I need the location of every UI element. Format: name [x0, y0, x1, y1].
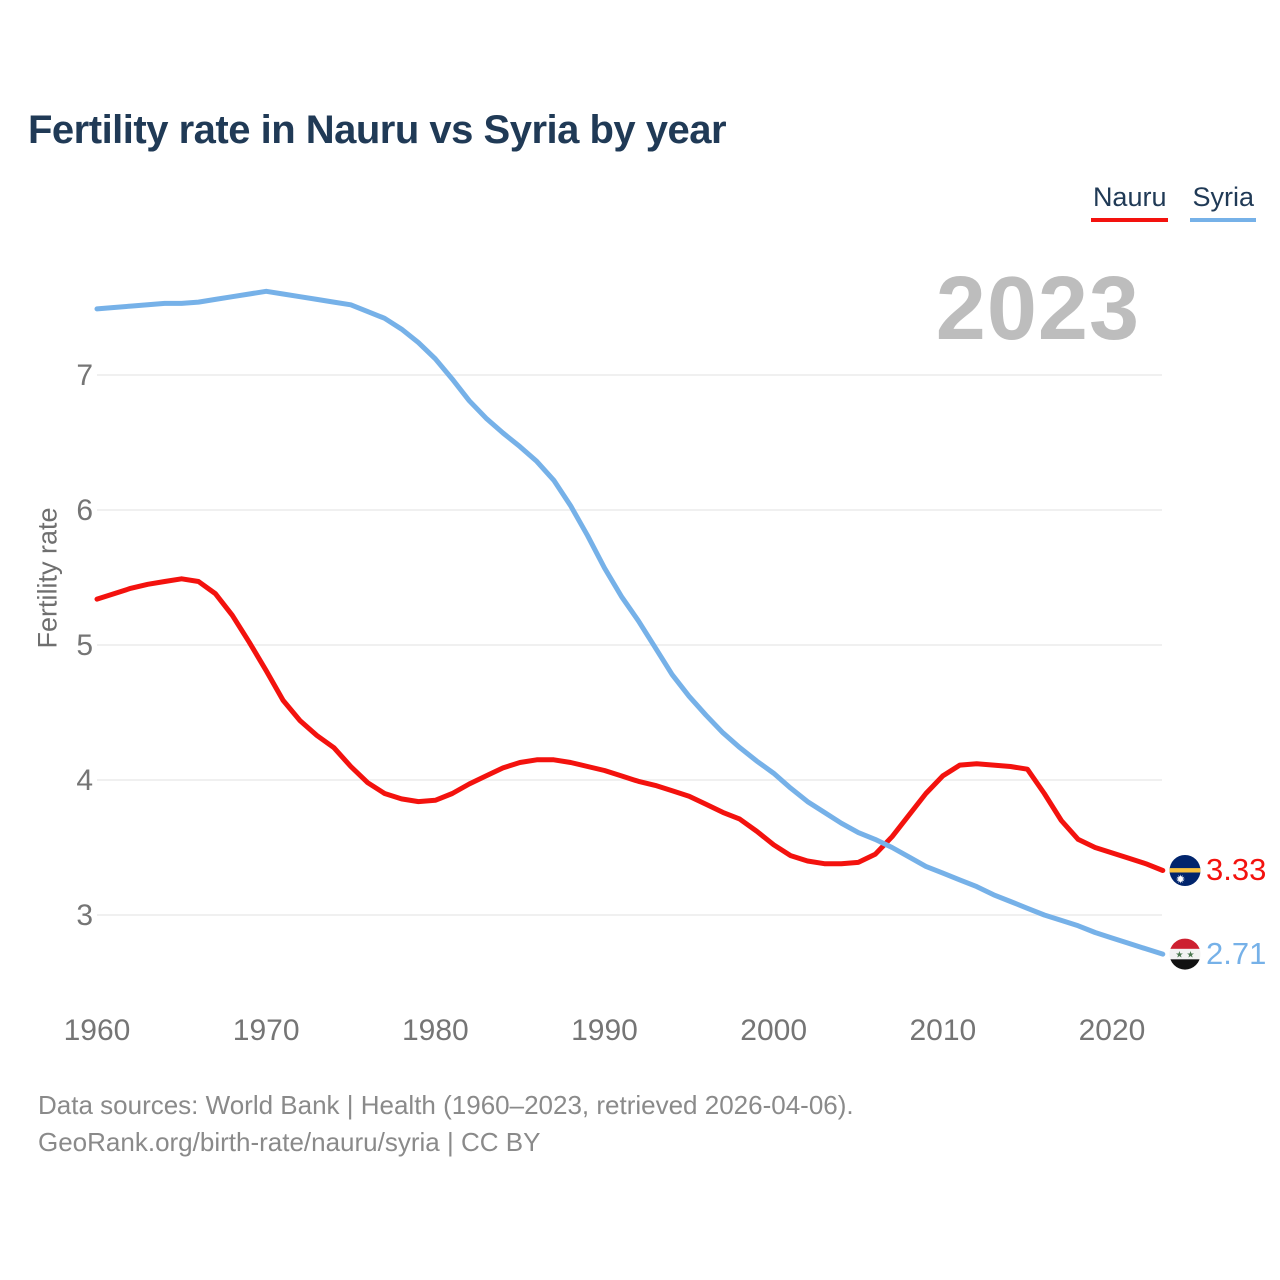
x-tick-label: 1970 — [233, 1014, 300, 1047]
legend-item-syria[interactable]: Syria — [1190, 182, 1256, 222]
footer-attribution-line: GeoRank.org/birth-rate/nauru/syria | CC … — [38, 1127, 541, 1157]
series-lines — [94, 288, 1166, 957]
syria-flag-icon: ★ ★ — [1169, 938, 1201, 970]
y-tick-label: 3 — [76, 899, 93, 932]
watermark-year: 2023 — [935, 259, 1140, 359]
legend: Nauru Syria — [1090, 182, 1256, 222]
x-tick-label: 1990 — [571, 1014, 638, 1047]
footer-sources-line: Data sources: World Bank | Health (1960–… — [38, 1090, 854, 1120]
x-tick-label: 2020 — [1079, 1014, 1146, 1047]
x-tick-label: 2010 — [909, 1014, 976, 1047]
nauru-flag-icon — [1169, 855, 1201, 886]
syria-end-value: 2.71 — [1206, 936, 1267, 972]
y-tick-label: 4 — [76, 764, 93, 797]
series-line-nauru — [94, 576, 1166, 873]
series-line-syria — [94, 288, 1166, 957]
gridlines — [97, 374, 1162, 916]
page-title: Fertility rate in Nauru vs Syria by year — [28, 108, 727, 152]
y-tick-label: 7 — [76, 359, 93, 392]
x-tick-label: 2000 — [740, 1014, 807, 1047]
y-tick-labels: 7 6 5 4 3 — [76, 359, 93, 932]
svg-text:★: ★ — [1187, 951, 1195, 961]
y-tick-label: 6 — [76, 494, 93, 527]
x-tick-label: 1960 — [64, 1014, 131, 1047]
x-tick-label: 1980 — [402, 1014, 469, 1047]
y-tick-label: 5 — [76, 629, 93, 662]
footer: Data sources: World Bank | Health (1960–… — [38, 1087, 854, 1161]
legend-item-nauru[interactable]: Nauru — [1090, 182, 1169, 222]
nauru-end-value: 3.33 — [1206, 852, 1267, 888]
x-tick-labels: 1960 1970 1980 1990 2000 2010 2020 — [64, 1014, 1146, 1047]
svg-text:★: ★ — [1175, 951, 1183, 961]
